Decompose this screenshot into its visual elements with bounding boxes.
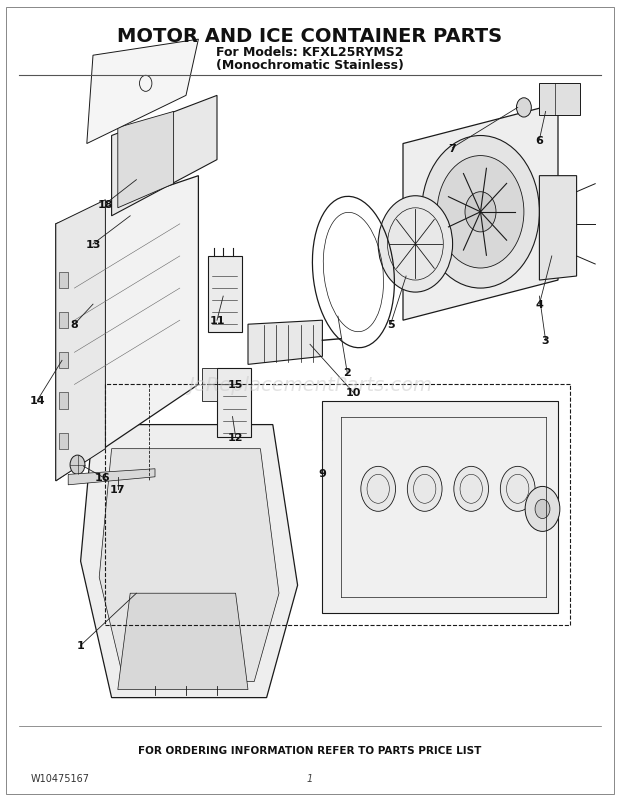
Bar xyxy=(539,84,580,116)
Polygon shape xyxy=(403,104,558,321)
Bar xyxy=(59,273,68,289)
Text: 12: 12 xyxy=(228,432,243,442)
Circle shape xyxy=(500,467,535,512)
Text: 1: 1 xyxy=(77,641,84,650)
Text: 6: 6 xyxy=(536,136,543,145)
Polygon shape xyxy=(99,449,279,682)
Circle shape xyxy=(422,136,539,289)
Polygon shape xyxy=(322,401,558,614)
Polygon shape xyxy=(68,469,155,485)
Polygon shape xyxy=(81,425,298,698)
Polygon shape xyxy=(112,96,217,217)
Text: 3: 3 xyxy=(542,336,549,346)
Text: 5: 5 xyxy=(387,320,394,330)
Bar xyxy=(217,369,251,437)
Circle shape xyxy=(378,196,453,293)
Text: JeReplacementParts.com: JeReplacementParts.com xyxy=(188,375,432,395)
Bar xyxy=(59,353,68,369)
Polygon shape xyxy=(118,112,174,209)
Polygon shape xyxy=(539,176,577,281)
Text: 4: 4 xyxy=(536,300,543,310)
Bar xyxy=(59,313,68,329)
Circle shape xyxy=(525,487,560,532)
Text: 10: 10 xyxy=(346,388,361,398)
Text: (Monochromatic Stainless): (Monochromatic Stainless) xyxy=(216,59,404,72)
Circle shape xyxy=(361,467,396,512)
Text: 7: 7 xyxy=(449,144,456,153)
Text: 1: 1 xyxy=(307,773,313,783)
Text: 13: 13 xyxy=(86,240,100,249)
Bar xyxy=(208,257,242,333)
Text: For Models: KFXL25RYMS2: For Models: KFXL25RYMS2 xyxy=(216,46,404,59)
Text: 18: 18 xyxy=(98,200,113,209)
Circle shape xyxy=(454,467,489,512)
Polygon shape xyxy=(248,321,322,365)
Text: 14: 14 xyxy=(29,396,45,406)
Text: 9: 9 xyxy=(319,468,326,478)
Polygon shape xyxy=(56,200,105,481)
Circle shape xyxy=(516,99,531,118)
Text: 15: 15 xyxy=(228,380,243,390)
Circle shape xyxy=(407,467,442,512)
Circle shape xyxy=(437,156,524,269)
Circle shape xyxy=(70,456,85,475)
Bar xyxy=(59,433,68,449)
Text: 2: 2 xyxy=(343,368,351,378)
Text: 8: 8 xyxy=(71,320,78,330)
Text: 16: 16 xyxy=(94,472,110,482)
Circle shape xyxy=(535,500,550,519)
Text: W10475167: W10475167 xyxy=(31,773,90,783)
Text: 11: 11 xyxy=(210,316,224,326)
Polygon shape xyxy=(56,176,198,481)
Text: 17: 17 xyxy=(110,484,125,494)
Text: FOR ORDERING INFORMATION REFER TO PARTS PRICE LIST: FOR ORDERING INFORMATION REFER TO PARTS … xyxy=(138,745,482,755)
Polygon shape xyxy=(87,40,198,144)
Bar xyxy=(202,369,217,401)
Circle shape xyxy=(465,192,496,233)
Polygon shape xyxy=(118,593,248,690)
Text: MOTOR AND ICE CONTAINER PARTS: MOTOR AND ICE CONTAINER PARTS xyxy=(117,26,503,46)
Bar xyxy=(59,393,68,409)
